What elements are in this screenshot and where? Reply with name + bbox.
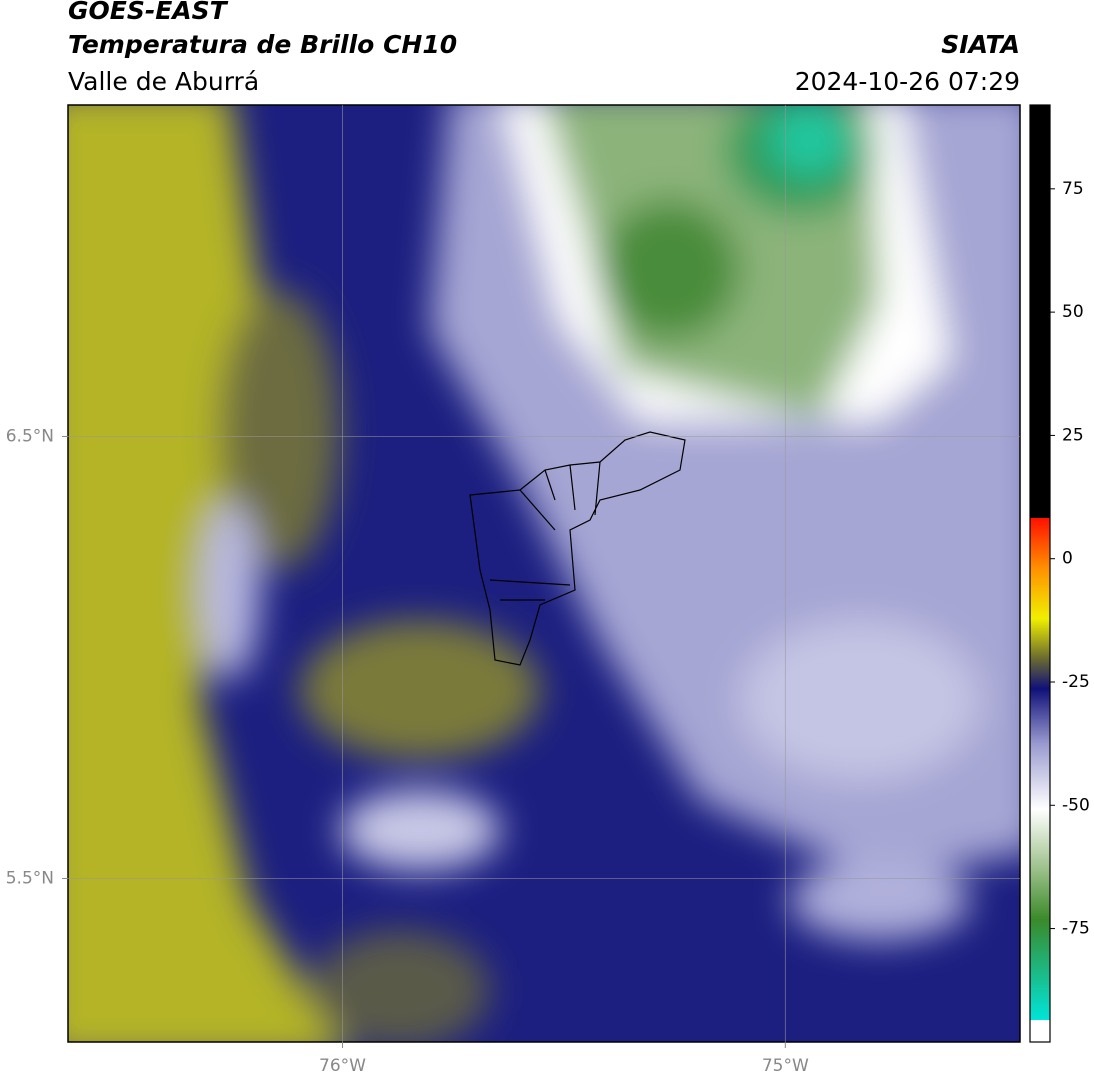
map-frame (67, 104, 1021, 1043)
source: SIATA (941, 30, 1020, 59)
colorbar-tick-label: 0 (1062, 549, 1073, 569)
title: GOES-EAST (68, 0, 229, 25)
colorbar-tick-label: -25 (1062, 672, 1090, 692)
colorbar-tick-label: 75 (1062, 179, 1084, 199)
colorbar-gradient (1030, 518, 1050, 1020)
map-image (68, 105, 1020, 1042)
y-tick-label: 5.5°N (6, 868, 54, 888)
x-tick-label: 75°W (762, 1056, 809, 1076)
colorbar-tick-label: -50 (1062, 795, 1090, 815)
region: Valle de Aburrá (68, 67, 259, 96)
subtitle: Temperatura de Brillo CH10 (68, 30, 457, 59)
x-tick-label: 76°W (319, 1056, 366, 1076)
colorbar-frame (1029, 104, 1051, 1043)
colorbar-tick-label: 25 (1062, 425, 1084, 445)
colorbar-tick-label: 50 (1062, 302, 1084, 322)
colorbar-segment (1030, 105, 1050, 518)
colorbar-segment (1030, 1020, 1050, 1042)
datetime: 2024-10-26 07:29 (795, 67, 1020, 96)
colorbar-tick-label: -75 (1062, 919, 1090, 939)
y-tick-label: 6.5°N (6, 426, 54, 446)
